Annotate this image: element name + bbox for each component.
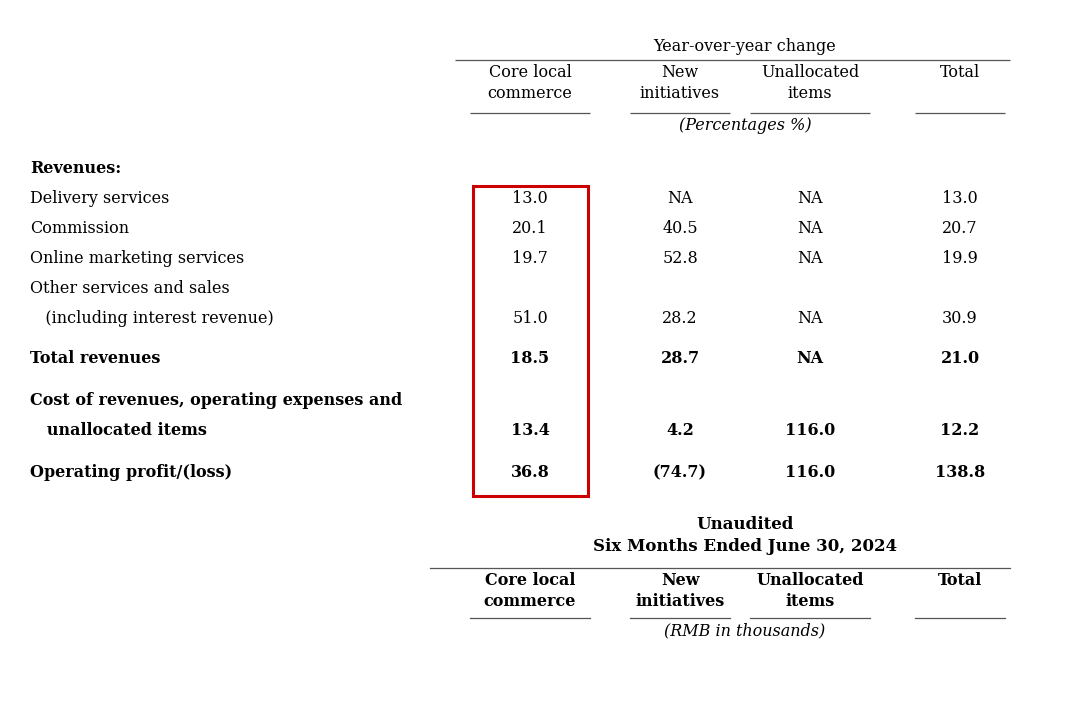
Text: unallocated items: unallocated items	[30, 422, 207, 439]
Text: Six Months Ended June 30, 2024: Six Months Ended June 30, 2024	[593, 538, 897, 555]
Text: 138.8: 138.8	[935, 464, 985, 481]
Text: 18.5: 18.5	[511, 350, 550, 367]
Text: (74.7): (74.7)	[653, 464, 707, 481]
Text: 13.0: 13.0	[942, 190, 977, 207]
Text: NA: NA	[797, 310, 823, 327]
Text: 12.2: 12.2	[941, 422, 980, 439]
Text: 21.0: 21.0	[941, 350, 980, 367]
Text: Online marketing services: Online marketing services	[30, 250, 244, 267]
Text: 30.9: 30.9	[942, 310, 977, 327]
Text: NA: NA	[797, 250, 823, 267]
Text: NA: NA	[796, 350, 824, 367]
Text: Operating profit/(loss): Operating profit/(loss)	[30, 464, 232, 481]
Text: Revenues:: Revenues:	[30, 160, 121, 177]
Text: 13.0: 13.0	[512, 190, 548, 207]
Text: 36.8: 36.8	[511, 464, 550, 481]
Text: 52.8: 52.8	[662, 250, 698, 267]
Text: 51.0: 51.0	[512, 310, 548, 327]
Text: (Percentages %): (Percentages %)	[678, 117, 811, 134]
Text: 19.9: 19.9	[942, 250, 977, 267]
Text: New
initiatives: New initiatives	[640, 64, 720, 102]
Text: 20.1: 20.1	[512, 220, 548, 237]
Text: 13.4: 13.4	[511, 422, 550, 439]
Text: Unallocated
items: Unallocated items	[761, 64, 859, 102]
Bar	[473, 186, 588, 496]
Text: Unaudited: Unaudited	[697, 516, 794, 533]
Text: 116.0: 116.0	[785, 464, 835, 481]
Text: Total: Total	[940, 64, 981, 81]
Text: 19.7: 19.7	[512, 250, 548, 267]
Text: Total: Total	[937, 572, 982, 589]
Text: Cost of revenues, operating expenses and: Cost of revenues, operating expenses and	[30, 392, 402, 409]
Text: Core local
commerce: Core local commerce	[484, 572, 577, 610]
Text: New
initiatives: New initiatives	[635, 572, 725, 610]
Text: Other services and sales: Other services and sales	[30, 280, 230, 297]
Text: Delivery services: Delivery services	[30, 190, 170, 207]
Text: 4.2: 4.2	[666, 422, 694, 439]
Text: NA: NA	[797, 190, 823, 207]
Text: Core local
commerce: Core local commerce	[487, 64, 572, 102]
Text: 28.7: 28.7	[661, 350, 700, 367]
Text: 116.0: 116.0	[785, 422, 835, 439]
Text: (including interest revenue): (including interest revenue)	[30, 310, 273, 327]
Text: 28.2: 28.2	[662, 310, 698, 327]
Text: Total revenues: Total revenues	[30, 350, 160, 367]
Text: Year-over-year change: Year-over-year change	[653, 38, 836, 55]
Text: 20.7: 20.7	[942, 220, 977, 237]
Text: NA: NA	[667, 190, 692, 207]
Text: NA: NA	[797, 220, 823, 237]
Text: Unallocated
items: Unallocated items	[756, 572, 864, 610]
Text: (RMB in thousands): (RMB in thousands)	[664, 622, 825, 639]
Text: 40.5: 40.5	[662, 220, 698, 237]
Text: Commission: Commission	[30, 220, 130, 237]
